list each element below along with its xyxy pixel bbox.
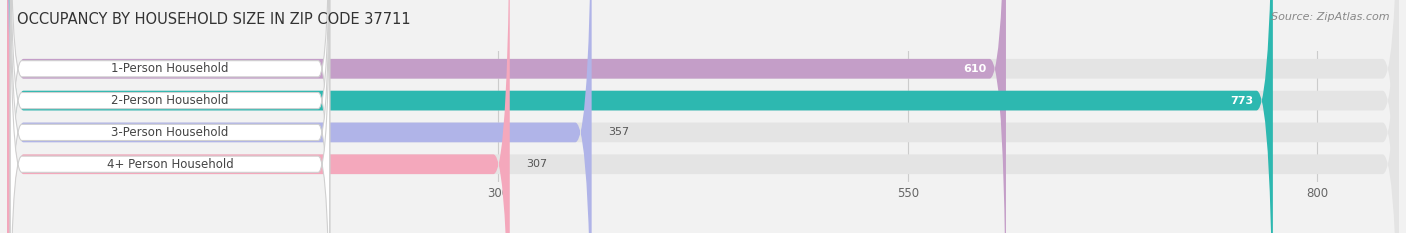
- FancyBboxPatch shape: [10, 0, 329, 233]
- Text: OCCUPANCY BY HOUSEHOLD SIZE IN ZIP CODE 37711: OCCUPANCY BY HOUSEHOLD SIZE IN ZIP CODE …: [17, 12, 411, 27]
- Text: 357: 357: [607, 127, 628, 137]
- FancyBboxPatch shape: [10, 0, 329, 233]
- Text: 1-Person Household: 1-Person Household: [111, 62, 229, 75]
- Text: 610: 610: [963, 64, 986, 74]
- FancyBboxPatch shape: [7, 0, 1005, 233]
- Text: 3-Person Household: 3-Person Household: [111, 126, 229, 139]
- Text: 2-Person Household: 2-Person Household: [111, 94, 229, 107]
- FancyBboxPatch shape: [7, 0, 592, 233]
- FancyBboxPatch shape: [7, 0, 1399, 233]
- FancyBboxPatch shape: [10, 0, 329, 233]
- Text: 307: 307: [526, 159, 547, 169]
- FancyBboxPatch shape: [7, 0, 1272, 233]
- FancyBboxPatch shape: [7, 0, 1399, 233]
- Text: 4+ Person Household: 4+ Person Household: [107, 158, 233, 171]
- Text: 773: 773: [1230, 96, 1253, 106]
- FancyBboxPatch shape: [10, 0, 329, 233]
- FancyBboxPatch shape: [7, 0, 1399, 233]
- FancyBboxPatch shape: [7, 0, 1399, 233]
- FancyBboxPatch shape: [7, 0, 510, 233]
- Text: Source: ZipAtlas.com: Source: ZipAtlas.com: [1271, 12, 1389, 22]
